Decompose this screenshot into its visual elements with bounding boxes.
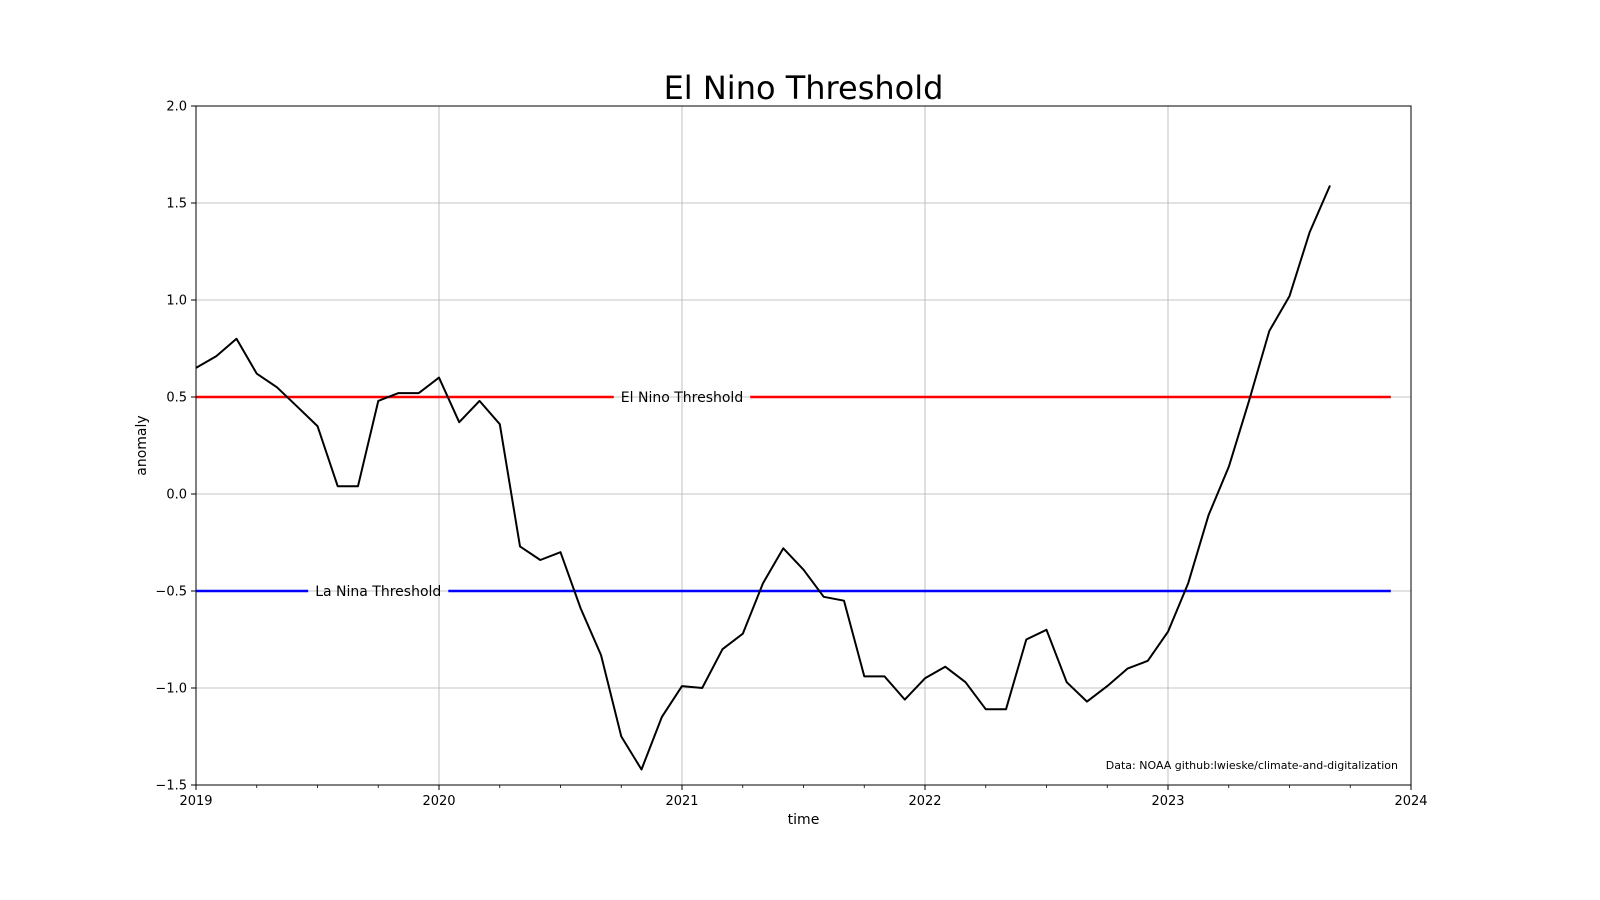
x-tick-label: 2021 <box>665 794 698 809</box>
data-point <box>821 594 826 599</box>
data-point <box>1105 684 1110 689</box>
data-point <box>862 674 867 679</box>
data-point <box>1145 658 1150 663</box>
data-point <box>1024 637 1029 642</box>
data-point <box>680 684 685 689</box>
data-point <box>335 484 340 489</box>
data-point <box>437 375 442 380</box>
data-point <box>214 354 219 359</box>
data-point <box>943 664 948 669</box>
threshold-label: La Nina Threshold <box>315 584 441 600</box>
data-point <box>882 674 887 679</box>
y-tick-label: 1.5 <box>166 197 187 212</box>
data-point <box>761 581 766 586</box>
data-point <box>376 398 381 403</box>
data-point <box>1206 513 1211 518</box>
data-point <box>659 715 664 720</box>
y-tick-label: 1.0 <box>166 294 187 309</box>
data-point <box>416 391 421 396</box>
data-point <box>963 680 968 685</box>
data-point <box>538 558 543 563</box>
data-point <box>457 420 462 425</box>
y-tick-label: 0.5 <box>166 391 187 406</box>
data-point <box>1166 629 1171 634</box>
axis-ticks: 2019 2020 2021 2022 2023 2024 −1.5 −1.0 −0.5 0.0 0… <box>155 100 1427 810</box>
data-point <box>842 598 847 603</box>
data-source-credit: Data: NOAA github:lwieske/climate-and-di… <box>1106 759 1398 772</box>
data-point <box>781 546 786 551</box>
data-point <box>518 544 523 549</box>
threshold-lines: El Nino Threshold La Nina Threshold <box>196 390 1391 600</box>
data-point <box>983 707 988 712</box>
data-point <box>902 697 907 702</box>
data-point <box>234 336 239 341</box>
data-point <box>599 653 604 658</box>
chart-title: El Nino Threshold <box>664 69 944 107</box>
y-axis-label: anomaly <box>134 415 150 475</box>
data-point <box>1287 294 1292 299</box>
data-point <box>923 676 928 681</box>
data-point <box>1247 398 1252 403</box>
data-point <box>315 424 320 429</box>
data-point <box>558 550 563 555</box>
data-point <box>356 484 361 489</box>
data-point <box>1307 230 1312 235</box>
y-tick-label: −0.5 <box>155 585 187 600</box>
data-point <box>295 404 300 409</box>
x-tick-label: 2023 <box>1151 794 1184 809</box>
anomaly-series-line <box>195 185 1331 771</box>
series-layer <box>195 183 1333 772</box>
data-point <box>1267 329 1272 334</box>
data-point <box>477 398 482 403</box>
y-tick-label: −1.0 <box>155 682 187 697</box>
y-tick-label: 2.0 <box>166 100 187 115</box>
x-tick-label: 2019 <box>179 794 212 809</box>
x-tick-label: 2024 <box>1394 794 1427 809</box>
grid <box>196 106 1411 785</box>
y-tick-label: 0.0 <box>166 488 187 503</box>
data-point <box>578 606 583 611</box>
y-tick-label: −1.5 <box>155 779 187 794</box>
data-point <box>1226 464 1231 469</box>
data-point <box>1004 707 1009 712</box>
data-point <box>497 422 502 427</box>
data-point <box>639 767 644 772</box>
data-point <box>720 647 725 652</box>
data-point <box>1064 680 1069 685</box>
data-point <box>396 391 401 396</box>
threshold-label: El Nino Threshold <box>621 390 743 406</box>
data-point <box>275 385 280 390</box>
data-point <box>1328 183 1333 188</box>
x-tick-label: 2022 <box>908 794 941 809</box>
data-point <box>619 734 624 739</box>
data-point <box>700 686 705 691</box>
data-point <box>1125 666 1130 671</box>
data-point <box>1044 627 1049 632</box>
x-axis-label: time <box>788 812 820 828</box>
data-point <box>254 371 259 376</box>
data-point <box>1186 581 1191 586</box>
data-point <box>801 567 806 572</box>
x-tick-label: 2020 <box>422 794 455 809</box>
data-point <box>740 631 745 636</box>
data-point <box>1085 699 1090 704</box>
plot-area-frame <box>195 105 1412 786</box>
